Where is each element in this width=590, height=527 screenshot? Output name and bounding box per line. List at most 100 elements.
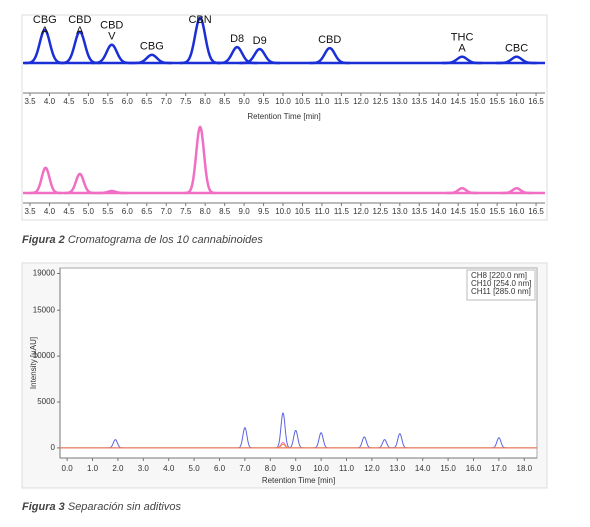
peak-label: CBG bbox=[33, 14, 57, 26]
x-tick-label: 7.5 bbox=[180, 207, 192, 216]
x-tick-label: 15.0 bbox=[470, 207, 486, 216]
caption: Figura 2 Cromatograma de los 10 cannabin… bbox=[22, 234, 263, 246]
x-tick-label: 10.0 bbox=[313, 464, 329, 473]
x-tick-label: 3.5 bbox=[24, 97, 36, 106]
figure-frame bbox=[21, 14, 548, 221]
x-tick-label: 11.0 bbox=[314, 207, 330, 216]
peak bbox=[446, 186, 478, 195]
x-tick-label: 10.5 bbox=[295, 207, 311, 216]
x-tick-label: 13.0 bbox=[390, 464, 406, 473]
x-tick-label: 11.5 bbox=[334, 97, 350, 106]
x-tick-label: 9.0 bbox=[290, 464, 302, 473]
caption-label: Figura 3 bbox=[22, 501, 65, 513]
x-tick-label: 8.0 bbox=[265, 464, 277, 473]
x-tick-label: 8.0 bbox=[200, 97, 212, 106]
x-tick-label: 14.5 bbox=[450, 97, 466, 106]
x-tick-label: 5.5 bbox=[102, 97, 114, 106]
legend bbox=[466, 269, 536, 301]
x-tick-label: 1.0 bbox=[87, 464, 99, 473]
x-tick-label: 17.0 bbox=[491, 464, 507, 473]
x-tick-label: 6.0 bbox=[214, 464, 226, 473]
x-tick-label: 13.0 bbox=[392, 97, 408, 106]
x-tick-label: 11.0 bbox=[314, 97, 330, 106]
legend-label: CH8 [220.0 nm] bbox=[471, 271, 527, 280]
peak bbox=[96, 189, 128, 195]
x-tick-label: 15.5 bbox=[489, 97, 505, 106]
peak bbox=[501, 186, 533, 195]
caption: Figura 3 Separación sin aditivos bbox=[22, 501, 181, 513]
y-tick-label: 10000 bbox=[33, 351, 56, 360]
x-tick-label: 4.5 bbox=[63, 207, 75, 216]
peak bbox=[274, 412, 292, 449]
x-tick-label: 3.5 bbox=[24, 207, 36, 216]
peak-label: A bbox=[76, 25, 84, 37]
peak bbox=[274, 443, 292, 449]
x-tick-label: 14.0 bbox=[431, 97, 447, 106]
x-tick-label: 8.0 bbox=[200, 207, 212, 216]
x-tick-label: 12.0 bbox=[364, 464, 380, 473]
x-tick-label: 15.0 bbox=[440, 464, 456, 473]
x-tick-label: 11.0 bbox=[339, 464, 355, 473]
peak bbox=[179, 16, 221, 65]
x-tick-label: 6.0 bbox=[122, 207, 134, 216]
peak-label: A bbox=[41, 25, 49, 37]
peak-label: CBD bbox=[318, 34, 341, 46]
x-tick-label: 14.5 bbox=[450, 207, 466, 216]
peak bbox=[236, 427, 254, 449]
x-tick-label: 7.0 bbox=[239, 464, 251, 473]
x-tick-label: 11.5 bbox=[334, 207, 350, 216]
legend-label: CH10 [254.0 nm] bbox=[471, 279, 531, 288]
x-tick-label: 5.5 bbox=[102, 207, 114, 216]
x-tick-label: 8.5 bbox=[219, 207, 231, 216]
peak bbox=[309, 46, 351, 65]
x-tick-label: 10.0 bbox=[275, 207, 291, 216]
x-tick-label: 9.0 bbox=[239, 97, 251, 106]
peak-label: CBN bbox=[188, 14, 211, 26]
peak bbox=[184, 125, 216, 195]
caption-text: Separación sin aditivos bbox=[65, 501, 182, 513]
x-tick-label: 14.0 bbox=[415, 464, 431, 473]
x-tick-label: 4.0 bbox=[44, 207, 56, 216]
x-tick-label: 16.0 bbox=[509, 97, 525, 106]
x-tick-label: 5.0 bbox=[83, 207, 95, 216]
x-tick-label: 13.5 bbox=[411, 97, 427, 106]
peak bbox=[441, 55, 483, 65]
y-axis-label: Intensity [µAU] bbox=[29, 337, 38, 389]
x-tick-label: 3.0 bbox=[138, 464, 150, 473]
x-tick-label: 12.5 bbox=[373, 207, 389, 216]
x-axis-label: Retention Time [min] bbox=[262, 476, 335, 485]
peak-label: D9 bbox=[253, 35, 267, 47]
x-tick-label: 14.0 bbox=[431, 207, 447, 216]
x-tick-label: 12.0 bbox=[353, 207, 369, 216]
x-tick-label: 16.5 bbox=[528, 97, 544, 106]
peak-label: CBC bbox=[505, 43, 528, 55]
x-tick-label: 4.5 bbox=[63, 97, 75, 106]
peak bbox=[91, 43, 132, 65]
x-tick-label: 4.0 bbox=[44, 97, 56, 106]
x-tick-label: 5.0 bbox=[189, 464, 201, 473]
peak-label: A bbox=[458, 43, 466, 55]
peak bbox=[131, 53, 173, 65]
peak bbox=[239, 47, 280, 65]
x-tick-label: 15.5 bbox=[489, 207, 505, 216]
y-tick-label: 0 bbox=[51, 443, 56, 452]
x-tick-label: 10.5 bbox=[295, 97, 311, 106]
x-tick-label: 8.5 bbox=[219, 97, 231, 106]
x-tick-label: 12.0 bbox=[353, 97, 369, 106]
x-tick-label: 6.5 bbox=[141, 97, 153, 106]
x-tick-label: 6.5 bbox=[141, 207, 153, 216]
x-tick-label: 10.0 bbox=[275, 97, 291, 106]
x-tick-label: 7.5 bbox=[180, 97, 192, 106]
peak bbox=[216, 45, 258, 65]
x-tick-label: 4.0 bbox=[163, 464, 175, 473]
x-tick-label: 18.0 bbox=[517, 464, 533, 473]
x-tick-label: 7.0 bbox=[161, 97, 173, 106]
x-tick-label: 15.0 bbox=[470, 97, 486, 106]
peak-label: THC bbox=[451, 32, 474, 44]
peak-label: CBD bbox=[100, 20, 123, 32]
peak bbox=[24, 28, 66, 65]
x-tick-label: 5.0 bbox=[83, 97, 95, 106]
peak bbox=[30, 166, 62, 195]
x-tick-label: 13.5 bbox=[411, 207, 427, 216]
